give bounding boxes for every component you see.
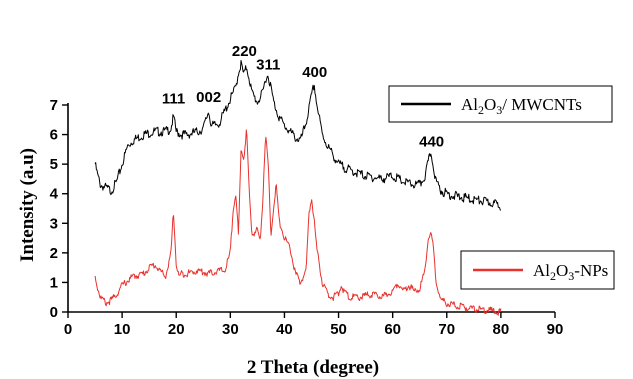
x-tick-label: 70 [438, 321, 455, 338]
x-tick-label: 30 [222, 321, 239, 338]
legend-item: Al2O3-NPs [460, 250, 615, 290]
legend-label: Al2O3-NPs [533, 261, 608, 283]
legend-label-part: Al [461, 95, 478, 114]
x-tick-label: 0 [64, 321, 72, 338]
legend-label-part: / MWCNTs [502, 95, 582, 114]
y-tick-label: 4 [50, 186, 59, 203]
peak-label: 400 [302, 64, 327, 81]
y-tick-label: 2 [50, 245, 58, 262]
y-tick-label: 1 [50, 274, 58, 291]
x-axis: 0 10 20 30 40 50 60 70 80 90 [64, 311, 564, 338]
peak-label: 111 [162, 91, 185, 108]
x-tick-label: 80 [493, 321, 510, 338]
y-tick-label: 3 [50, 215, 58, 232]
y-axis: 0 1 2 3 4 5 6 7 [50, 97, 69, 321]
legend-item: Al2O3/ MWCNTs [388, 85, 613, 123]
peak-label: 002 [196, 89, 221, 106]
y-tick-label: 5 [50, 156, 58, 173]
legend-label-part: 2 [550, 269, 556, 283]
peak-label: 220 [232, 43, 257, 60]
x-tick-label: 20 [168, 321, 185, 338]
legend-label-part: -NPs [574, 261, 608, 280]
series-line [94, 60, 501, 211]
series-line [94, 129, 502, 316]
series-layer [94, 60, 502, 316]
legend-label-part: Al [533, 261, 550, 280]
peak-label: 311 [256, 57, 280, 74]
peak-label: 440 [419, 133, 444, 150]
legend-label-part: 3 [568, 269, 574, 283]
y-tick-label: 7 [50, 97, 58, 114]
x-tick-label: 40 [276, 321, 293, 338]
y-tick-label: 0 [50, 304, 58, 321]
legend-label-part: O [484, 95, 496, 114]
legend-label-part: 3 [496, 103, 502, 117]
y-axis-title: Intensity (a.u) [17, 148, 38, 262]
x-tick-label: 50 [330, 321, 347, 338]
x-axis-title: 2 Theta (degree) [247, 357, 379, 378]
legend-label-part: O [556, 261, 568, 280]
y-tick-label: 6 [50, 127, 58, 144]
x-tick-label: 90 [547, 321, 564, 338]
legend-label: Al2O3/ MWCNTs [461, 95, 582, 117]
x-tick-label: 10 [114, 321, 131, 338]
legend-label-part: 2 [478, 103, 484, 117]
x-tick-label: 60 [384, 321, 401, 338]
